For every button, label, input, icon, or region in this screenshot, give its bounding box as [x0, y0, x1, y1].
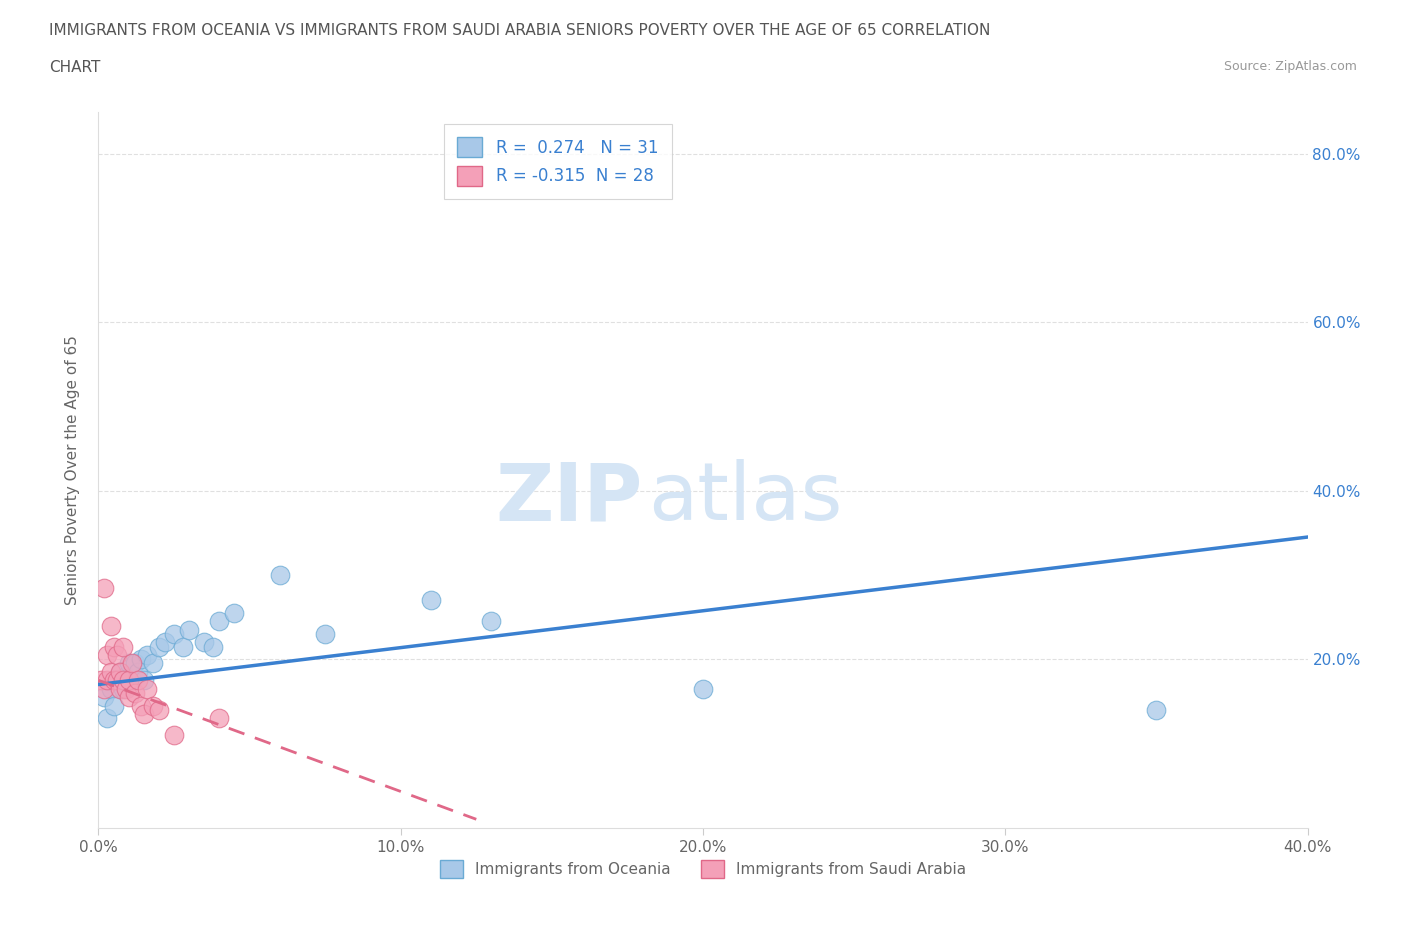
Point: [163, 627, 186, 642]
Point: [100, 682, 122, 697]
Point: [118, 656, 141, 671]
Point: [108, 664, 131, 679]
Point: [127, 672, 149, 687]
Point: [103, 639, 125, 654]
Text: Source: ZipAtlas.com: Source: ZipAtlas.com: [1223, 60, 1357, 73]
Text: ZIP: ZIP: [495, 459, 643, 538]
Point: [127, 664, 149, 679]
Point: [96, 647, 118, 662]
Point: [111, 639, 134, 654]
Point: [135, 682, 157, 697]
Point: [142, 698, 165, 713]
Point: [121, 656, 143, 671]
Point: [202, 639, 225, 654]
Point: [96, 672, 118, 687]
Y-axis label: Seniors Poverty Over the Age of 65: Seniors Poverty Over the Age of 65: [65, 335, 80, 604]
Point: [179, 622, 201, 637]
Point: [208, 614, 231, 629]
Point: [93, 690, 115, 705]
Point: [135, 647, 157, 662]
Point: [114, 669, 136, 684]
Point: [172, 639, 194, 654]
Point: [118, 690, 141, 705]
Point: [93, 682, 115, 697]
Point: [124, 656, 146, 671]
Point: [103, 698, 125, 713]
Point: [129, 652, 152, 667]
Point: [93, 580, 115, 595]
Point: [269, 567, 291, 582]
Point: [121, 672, 143, 687]
Point: [314, 627, 336, 642]
Text: IMMIGRANTS FROM OCEANIA VS IMMIGRANTS FROM SAUDI ARABIA SENIORS POVERTY OVER THE: IMMIGRANTS FROM OCEANIA VS IMMIGRANTS FR…: [49, 23, 991, 38]
Point: [108, 664, 131, 679]
Point: [153, 635, 176, 650]
Point: [108, 682, 131, 697]
Point: [105, 672, 128, 687]
Point: [193, 635, 215, 650]
Point: [420, 592, 443, 607]
Text: CHART: CHART: [49, 60, 101, 75]
Legend: Immigrants from Oceania, Immigrants from Saudi Arabia: Immigrants from Oceania, Immigrants from…: [433, 854, 973, 884]
Point: [114, 682, 136, 697]
Point: [118, 672, 141, 687]
Text: atlas: atlas: [648, 459, 844, 538]
Point: [132, 672, 155, 687]
Point: [105, 647, 128, 662]
Point: [148, 702, 170, 717]
Point: [148, 639, 170, 654]
Point: [103, 672, 125, 687]
Point: [208, 711, 231, 725]
Point: [692, 682, 714, 697]
Point: [163, 727, 186, 742]
Point: [111, 682, 134, 697]
Point: [224, 605, 246, 620]
Point: [142, 656, 165, 671]
Point: [105, 672, 128, 687]
Point: [129, 698, 152, 713]
Point: [111, 672, 134, 687]
Point: [96, 711, 118, 725]
Point: [100, 664, 122, 679]
Point: [100, 618, 122, 633]
Point: [1144, 702, 1167, 717]
Point: [481, 614, 503, 629]
Point: [90, 672, 112, 687]
Point: [132, 707, 155, 722]
Point: [124, 685, 146, 700]
